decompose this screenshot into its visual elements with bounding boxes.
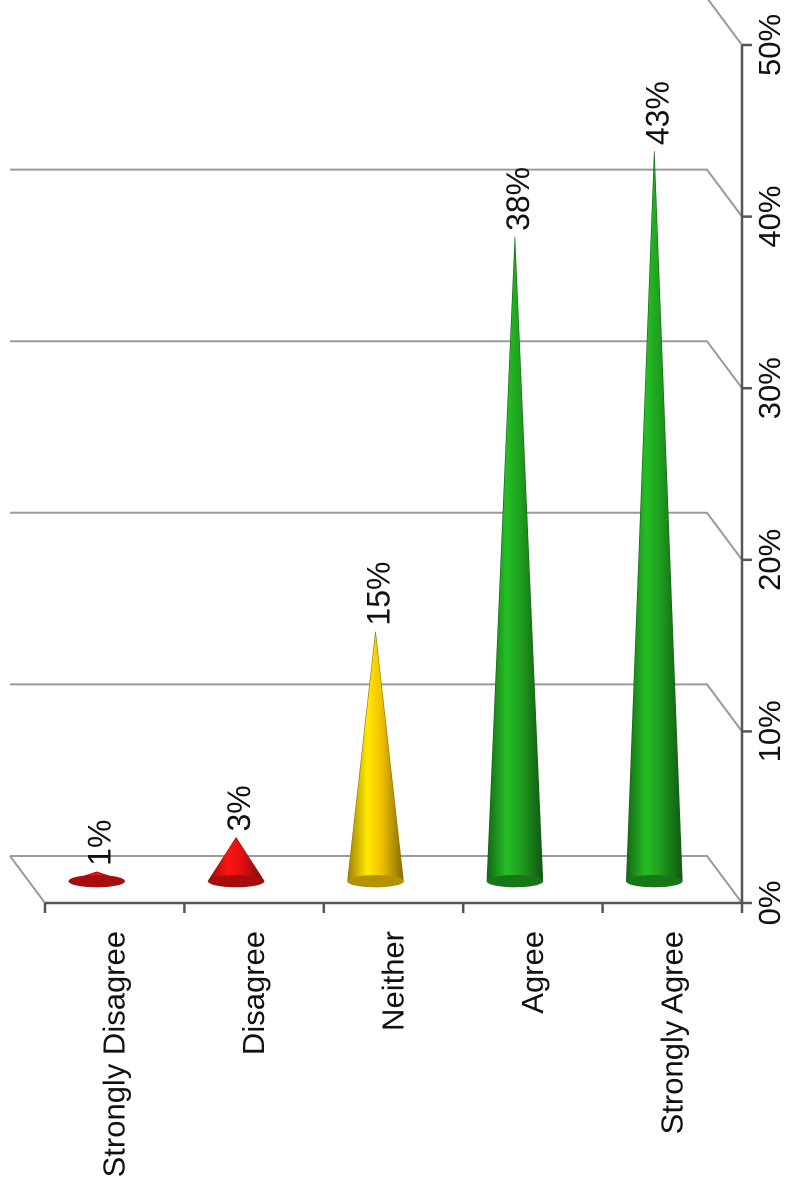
value-label: 3% bbox=[221, 785, 257, 831]
value-label: 1% bbox=[82, 820, 118, 866]
cone-base bbox=[626, 875, 683, 887]
cone-disagree bbox=[207, 836, 265, 888]
floor-edge bbox=[9, 855, 46, 904]
cone-strongly-disagree bbox=[68, 871, 126, 888]
value-tick-label: 40% bbox=[752, 186, 787, 248]
value-label: 38% bbox=[500, 167, 536, 231]
axes bbox=[43, 43, 752, 913]
cone-mark bbox=[625, 151, 683, 888]
category-label: Neither bbox=[376, 931, 411, 1031]
cone-agree bbox=[486, 236, 544, 888]
cone-mark bbox=[347, 631, 404, 888]
value-tick-label: 20% bbox=[752, 529, 787, 591]
gridline bbox=[10, 683, 743, 732]
category-label: Disagree bbox=[236, 931, 271, 1055]
gridlines bbox=[9, 0, 743, 904]
cone-base bbox=[486, 875, 543, 887]
category-label: Strongly Agree bbox=[654, 931, 689, 1134]
value-tick-label: 30% bbox=[752, 357, 787, 419]
cone-mark bbox=[486, 236, 544, 888]
cone-strongly-agree bbox=[625, 151, 683, 888]
value-tick-label: 50% bbox=[752, 14, 787, 76]
category-label: Strongly Disagree bbox=[97, 931, 132, 1177]
value-label: 15% bbox=[361, 562, 397, 626]
cone-neither bbox=[347, 631, 404, 888]
category-label: Agree bbox=[515, 931, 550, 1014]
labels: 0% 10% 20% 30% 40% 50% 1% Strongly Disagree 3% Di… bbox=[82, 14, 787, 1177]
value-label: 43% bbox=[639, 81, 675, 145]
cone-base bbox=[68, 875, 125, 887]
value-tick-label: 0% bbox=[752, 881, 787, 926]
gridline bbox=[10, 511, 743, 561]
cone-base bbox=[347, 875, 404, 887]
gridline bbox=[707, 0, 743, 46]
cone-base bbox=[208, 875, 265, 887]
value-tick-label: 10% bbox=[752, 700, 787, 762]
gridline bbox=[10, 340, 743, 389]
gridline bbox=[10, 168, 743, 218]
cones bbox=[68, 151, 683, 888]
